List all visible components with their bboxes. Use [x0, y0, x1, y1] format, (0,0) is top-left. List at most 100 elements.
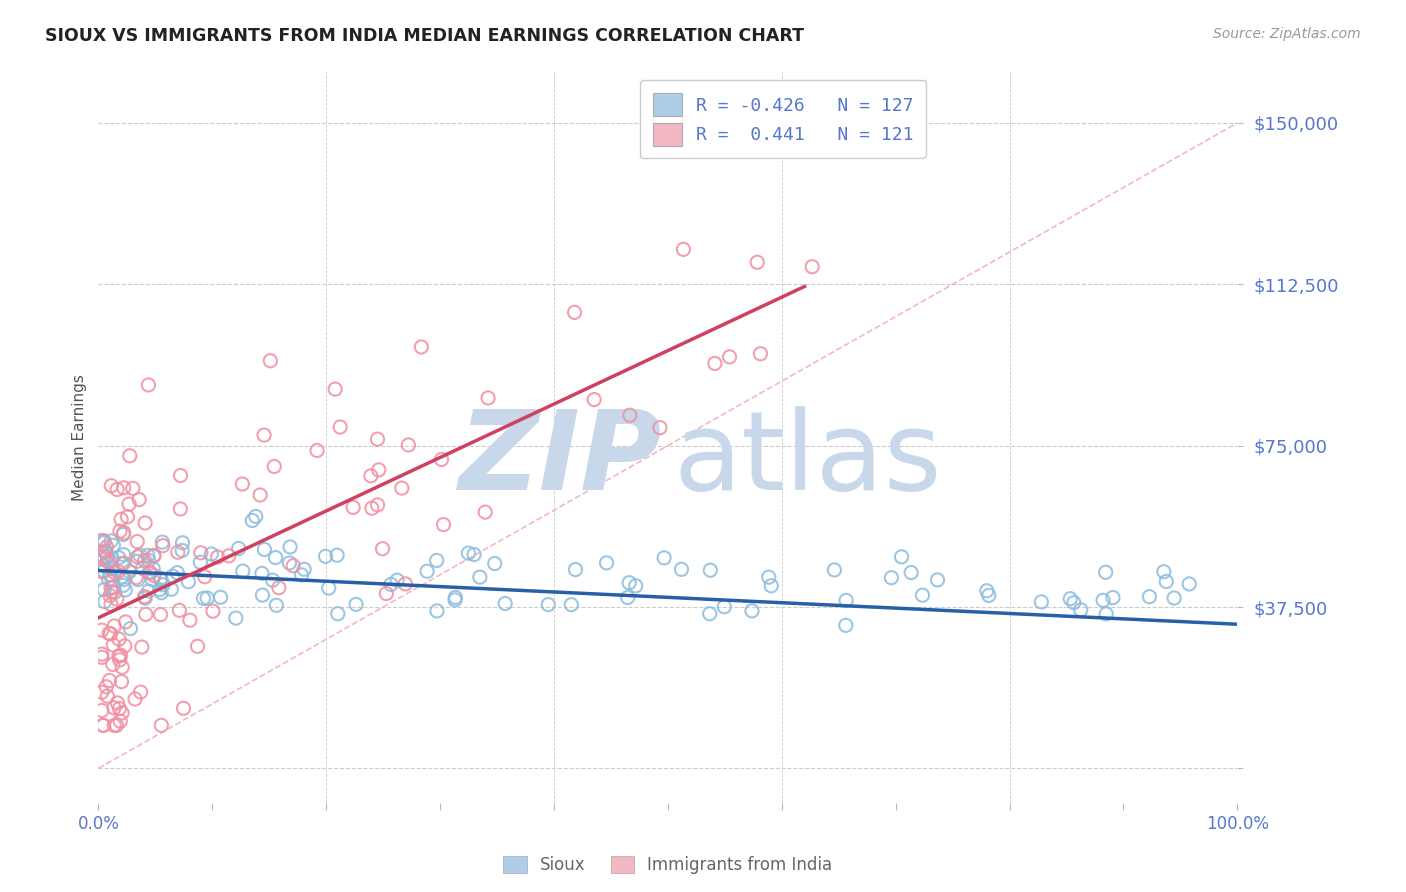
Point — [93, 564, 115, 578]
Point — [426, 604, 449, 618]
Point — [305, 443, 328, 458]
Point — [108, 524, 131, 538]
Point — [141, 573, 163, 587]
Point — [100, 533, 122, 548]
Point — [93, 559, 115, 574]
Point — [432, 517, 454, 532]
Point — [823, 563, 845, 577]
Point — [718, 350, 741, 364]
Point — [232, 564, 254, 578]
Point — [375, 586, 398, 600]
Point — [619, 408, 641, 422]
Point — [835, 593, 858, 607]
Point — [90, 623, 112, 637]
Point — [142, 562, 165, 576]
Point — [278, 540, 301, 554]
Point — [97, 554, 120, 568]
Point — [110, 674, 132, 689]
Point — [172, 701, 194, 715]
Point — [93, 533, 115, 548]
Point — [135, 607, 157, 622]
Point — [103, 701, 125, 715]
Point — [127, 573, 149, 587]
Point — [380, 577, 402, 591]
Point — [112, 548, 135, 562]
Point — [112, 556, 135, 570]
Point — [93, 535, 115, 549]
Point — [114, 639, 136, 653]
Point — [118, 449, 141, 463]
Point — [172, 536, 194, 550]
Point — [616, 591, 638, 605]
Point — [107, 565, 129, 579]
Point — [149, 572, 172, 586]
Point — [98, 626, 121, 640]
Point — [143, 549, 166, 563]
Point — [648, 420, 671, 434]
Point — [105, 718, 128, 732]
Point — [672, 243, 695, 257]
Point — [100, 598, 122, 612]
Point — [96, 680, 118, 694]
Point — [703, 356, 725, 370]
Point — [391, 481, 413, 495]
Point — [129, 548, 152, 562]
Point — [193, 591, 215, 606]
Point — [138, 378, 160, 392]
Point — [371, 541, 394, 556]
Point — [125, 554, 148, 568]
Point — [111, 557, 134, 571]
Point — [245, 509, 267, 524]
Point — [150, 718, 173, 732]
Point — [103, 581, 125, 595]
Point — [127, 534, 149, 549]
Point — [101, 573, 124, 587]
Point — [1070, 603, 1092, 617]
Point — [1059, 591, 1081, 606]
Point — [117, 509, 139, 524]
Point — [240, 514, 263, 528]
Point — [264, 550, 287, 565]
Point — [1095, 607, 1118, 621]
Point — [315, 549, 337, 564]
Point — [166, 545, 188, 559]
Point — [360, 468, 382, 483]
Point — [1178, 577, 1201, 591]
Point — [120, 622, 142, 636]
Point — [131, 561, 153, 575]
Point — [699, 563, 721, 577]
Point — [134, 591, 156, 606]
Point — [367, 463, 389, 477]
Point — [713, 599, 735, 614]
Point — [90, 533, 112, 548]
Point — [149, 607, 172, 622]
Point — [253, 542, 276, 557]
Point — [187, 640, 209, 654]
Point — [112, 481, 135, 495]
Point — [90, 703, 112, 717]
Point — [801, 260, 824, 274]
Point — [262, 573, 284, 587]
Point — [1139, 590, 1161, 604]
Point — [292, 562, 315, 576]
Point — [291, 568, 314, 582]
Point — [98, 554, 121, 568]
Point — [761, 579, 783, 593]
Point — [411, 340, 433, 354]
Point — [741, 604, 763, 618]
Point — [118, 565, 141, 579]
Point — [890, 549, 912, 564]
Point — [225, 611, 247, 625]
Point — [250, 566, 273, 581]
Point — [134, 590, 156, 604]
Point — [103, 619, 125, 633]
Point — [169, 502, 191, 516]
Text: Source: ZipAtlas.com: Source: ZipAtlas.com — [1213, 27, 1361, 41]
Point — [394, 577, 416, 591]
Point — [323, 382, 346, 396]
Point — [484, 557, 506, 571]
Point — [110, 714, 132, 729]
Point — [617, 575, 640, 590]
Point — [152, 578, 174, 592]
Point — [111, 660, 134, 674]
